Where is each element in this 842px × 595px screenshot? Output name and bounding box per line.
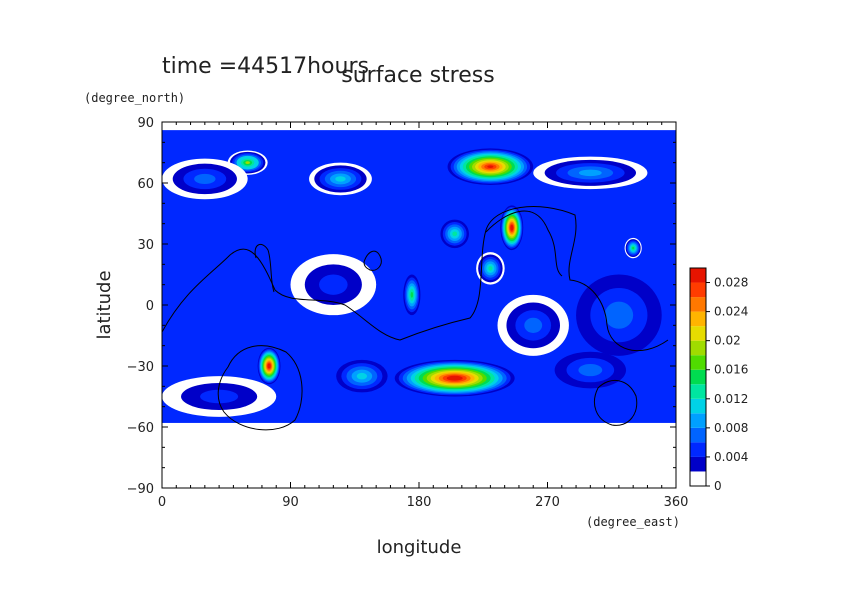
- colorbar-segment-11: [690, 311, 706, 327]
- field-blob-2-level-6: [335, 176, 346, 182]
- field-blob-15-level-3: [604, 301, 634, 329]
- y-tick-label-0: 0: [146, 299, 154, 314]
- colorbar-segment-3: [690, 427, 706, 443]
- colorbar-label-1: 0.004: [714, 450, 748, 464]
- x-tick-label-90: 90: [282, 495, 299, 510]
- y-tick-label--30: −30: [127, 360, 154, 375]
- x-axis-ticks: 0 90 180 270 360: [158, 122, 689, 510]
- colorbar-segment-2: [690, 442, 706, 457]
- stress-field: [162, 130, 676, 423]
- colorbar-segment-7: [690, 369, 706, 385]
- field-blob-7-level-7: [410, 291, 414, 298]
- field-blob-14-level-3: [200, 389, 239, 404]
- colorbar-segment-0: [690, 471, 706, 486]
- coastline-antarctica-west: [594, 380, 638, 426]
- colorbar-segment-6: [690, 384, 706, 399]
- x-tick-label-0: 0: [158, 495, 166, 510]
- x-tick-label-270: 270: [535, 495, 560, 510]
- colorbar-frame: [689, 267, 707, 487]
- colorbar-label-4: 0.016: [714, 363, 748, 377]
- colorbar-segment-4: [690, 413, 706, 428]
- coastline-greenland: [254, 243, 275, 293]
- y-tick-label-30: 30: [137, 238, 154, 253]
- x-axis-label: longitude: [377, 537, 462, 558]
- coastline-eurasia: [162, 206, 669, 352]
- colorbar-segment-5: [690, 398, 706, 414]
- colorbar-label-3: 0.012: [714, 392, 748, 406]
- x-tick-label-180: 180: [407, 495, 432, 510]
- coastline-americas: [485, 210, 563, 277]
- field-blob-11-level-15: [268, 364, 270, 368]
- colorbar-label-6: 0.024: [714, 305, 748, 319]
- colorbar-label-5: 0.02: [714, 334, 741, 348]
- field-blob-8-level-7: [488, 266, 493, 271]
- chart-title: surface stress: [341, 63, 494, 88]
- colorbar-label-7: 0.028: [714, 276, 748, 290]
- colorbar-segment-1: [690, 456, 706, 472]
- field-blob-13-level-3: [578, 363, 603, 377]
- field-blob-3-level-5: [578, 169, 602, 177]
- colorbar-segment-14: [690, 268, 706, 283]
- x-axis-unit: (degree_east): [586, 515, 680, 529]
- field-blob-0-level-9: [245, 161, 250, 165]
- colorbar-segment-13: [690, 282, 706, 298]
- colorbar-segment-8: [690, 355, 706, 370]
- field-blob-10-level-15: [450, 376, 459, 380]
- y-tick-label--60: −60: [127, 421, 154, 436]
- field-blob-5-level-15: [511, 226, 513, 230]
- colorbar-segment-10: [690, 326, 706, 341]
- y-axis-label: latitude: [94, 270, 115, 339]
- field-blob-16-level-3: [319, 274, 348, 295]
- colorbar-label-0: 0: [714, 479, 722, 493]
- coastline-island: [363, 250, 382, 271]
- coastline-antarctica-east: [217, 345, 303, 431]
- colorbar: 0 0.004 0.008 0.012 0.016 0.02 0.024 0.028: [689, 267, 748, 493]
- field-blob-6-level-6: [452, 231, 458, 237]
- coastlines: [162, 206, 669, 431]
- field-blob-1-level-14: [487, 165, 494, 169]
- colorbar-label-2: 0.008: [714, 421, 748, 435]
- field-blob-4-level-4: [194, 173, 216, 185]
- y-tick-label--90: −90: [127, 482, 154, 497]
- time-label: time =44517hours: [162, 54, 369, 79]
- y-axis-unit: (degree_north): [84, 91, 185, 105]
- field-blob-17-level-4: [524, 317, 543, 333]
- colorbar-segment-9: [690, 340, 706, 356]
- y-tick-label-90: 90: [137, 116, 154, 131]
- field-blob-12-level-5: [356, 372, 368, 380]
- colorbar-segment-12: [690, 297, 706, 312]
- field-blob-9-level-8: [632, 246, 635, 250]
- x-tick-label-360: 360: [664, 495, 689, 510]
- y-axis-ticks: −90 −60 −30 0 30 60 90: [127, 116, 676, 497]
- y-tick-label-60: 60: [137, 177, 154, 192]
